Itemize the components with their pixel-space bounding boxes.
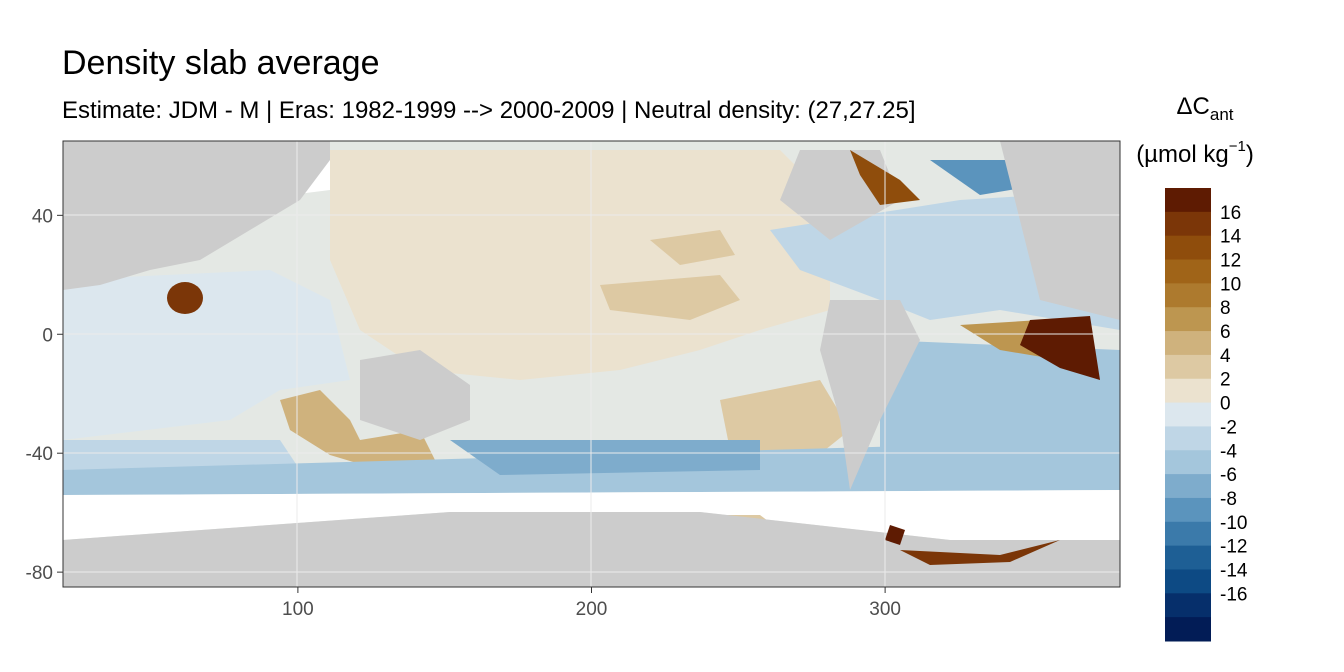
southern-ocean-core xyxy=(450,440,760,475)
y-tick-label: 40 xyxy=(32,206,53,227)
legend-swatch xyxy=(1165,497,1211,523)
legend-label: -4 xyxy=(1220,441,1237,462)
legend-swatch xyxy=(1165,617,1211,642)
x-tick-label: 100 xyxy=(282,599,314,620)
legend-label: -12 xyxy=(1220,537,1247,558)
legend-label: 14 xyxy=(1220,227,1242,248)
legend-swatch xyxy=(1165,331,1211,356)
arabian-sea-max xyxy=(167,282,203,314)
pacific-region xyxy=(330,150,830,380)
legend-swatch xyxy=(1165,545,1211,570)
legend-label: 8 xyxy=(1220,298,1231,319)
indian-ocean-region xyxy=(63,270,350,440)
land-south-america xyxy=(820,300,920,490)
legend-label: 0 xyxy=(1220,394,1231,415)
south-atlantic xyxy=(880,340,1120,470)
legend-swatch xyxy=(1165,426,1211,451)
legend-title: ΔCant xyxy=(1176,93,1233,124)
pacific-warm-band xyxy=(600,275,740,320)
legend-label: 16 xyxy=(1220,203,1241,224)
no-data-band xyxy=(63,490,1120,540)
pacific-warm-patch xyxy=(650,230,735,265)
legend-label: -10 xyxy=(1220,513,1247,534)
legend-swatch xyxy=(1165,569,1211,594)
legend-swatch xyxy=(1165,211,1211,237)
legend-swatch xyxy=(1165,307,1211,332)
chart-title: Density slab average xyxy=(62,44,380,82)
legend-swatch xyxy=(1165,283,1211,308)
legend-label: -16 xyxy=(1220,584,1247,605)
x-tick-label: 300 xyxy=(869,599,901,620)
x-tick-label: 200 xyxy=(576,599,608,620)
legend-label: 6 xyxy=(1220,322,1231,343)
land-australia xyxy=(360,350,470,440)
legend-swatch xyxy=(1165,235,1211,261)
y-tick-label: 0 xyxy=(42,325,53,346)
legend-swatch xyxy=(1165,450,1211,475)
legend-label: -2 xyxy=(1220,417,1237,438)
weddell-max-left xyxy=(885,525,905,545)
weddell-max-band xyxy=(900,540,1060,565)
legend-swatch xyxy=(1165,259,1211,284)
x-axis: 100 200 300 xyxy=(282,587,901,620)
legend-label: 4 xyxy=(1220,346,1231,367)
map-layer xyxy=(63,141,1120,587)
legend-swatch xyxy=(1165,521,1211,547)
land-europe-africa xyxy=(1000,141,1120,320)
legend-swatch xyxy=(1165,402,1211,427)
legend-swatch xyxy=(1165,593,1211,618)
legend-label: -6 xyxy=(1220,465,1237,486)
legend-label: -14 xyxy=(1220,560,1248,581)
legend-unit: (µmol kg−1) xyxy=(1136,138,1254,168)
y-tick-label: -80 xyxy=(26,563,53,584)
gulf-of-guinea-max xyxy=(1020,316,1100,380)
legend-label: 12 xyxy=(1220,251,1241,272)
y-axis: 40 0 -40 -80 xyxy=(26,206,63,584)
legend-label: 2 xyxy=(1220,370,1231,391)
west-australia-band xyxy=(280,390,440,470)
y-tick-label: -40 xyxy=(26,444,53,465)
legend-swatch xyxy=(1165,188,1211,213)
chart-subtitle: Estimate: JDM - M | Eras: 1982-1999 --> … xyxy=(62,97,916,124)
legend-label: -8 xyxy=(1220,489,1237,510)
legend-swatch xyxy=(1165,354,1211,380)
legend-swatch xyxy=(1165,378,1211,404)
legend-swatch xyxy=(1165,474,1211,499)
grid-lines xyxy=(63,141,1120,587)
legend-label: 10 xyxy=(1220,274,1241,295)
